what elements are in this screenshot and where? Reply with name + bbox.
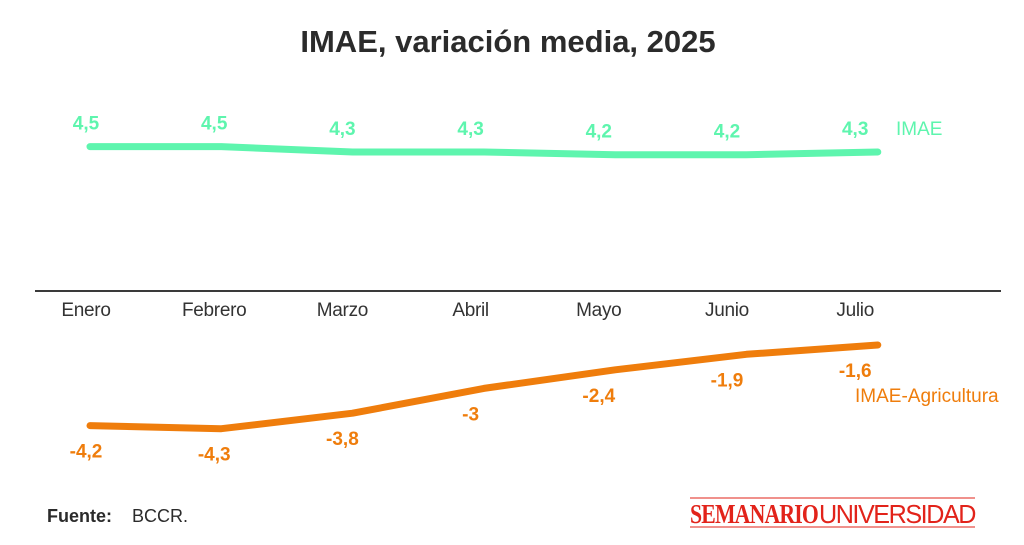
data-label: 4,2	[586, 122, 612, 143]
data-label: 4,2	[714, 122, 740, 143]
data-labels-imae-agricultura: -4,2 -4,3 -3,8 -3 -2,4 -1,9 -1,6	[70, 361, 872, 466]
publisher-logo: SEMANARIO UNIVERSIDAD	[690, 497, 977, 529]
x-axis-tick-labels: Enero Febrero Marzo Abril Mayo Junio Julio	[61, 300, 874, 321]
x-tick-label: Mayo	[576, 300, 621, 321]
x-tick-label: Junio	[705, 300, 749, 321]
source-note: Fuente: BCCR.	[47, 506, 188, 526]
data-label: 4,3	[457, 119, 483, 140]
data-labels-imae: 4,5 4,5 4,3 4,3 4,2 4,2 4,3	[73, 114, 869, 143]
data-label: -1,6	[839, 361, 872, 382]
series-line-imae-agricultura	[86, 341, 882, 433]
x-tick-label: Enero	[61, 300, 110, 321]
data-label: -2,4	[582, 386, 615, 407]
x-tick-label: Julio	[836, 300, 874, 321]
data-label: -1,9	[711, 370, 744, 391]
data-label: -4,2	[70, 442, 103, 463]
legend-imae: IMAE	[896, 119, 942, 140]
data-label: -3,8	[326, 429, 359, 450]
source-label: Fuente:	[47, 506, 112, 526]
data-label: 4,5	[201, 114, 228, 135]
series-line-imae	[86, 143, 882, 159]
data-label: 4,3	[842, 119, 868, 140]
x-tick-label: Marzo	[317, 300, 368, 321]
x-tick-label: Febrero	[182, 300, 246, 321]
logo-bold-text: SEMANARIO	[690, 499, 818, 529]
legend-imae-agricultura: IMAE-Agricultura	[855, 386, 999, 407]
chart-title: IMAE, variación media, 2025	[300, 24, 715, 59]
data-label: -3	[462, 404, 479, 425]
data-label: -4,3	[198, 445, 231, 466]
x-tick-label: Abril	[452, 300, 489, 321]
logo-light-text: UNIVERSIDAD	[819, 499, 976, 529]
source-value: BCCR.	[132, 506, 188, 526]
data-label: 4,3	[329, 119, 355, 140]
data-label: 4,5	[73, 114, 100, 135]
